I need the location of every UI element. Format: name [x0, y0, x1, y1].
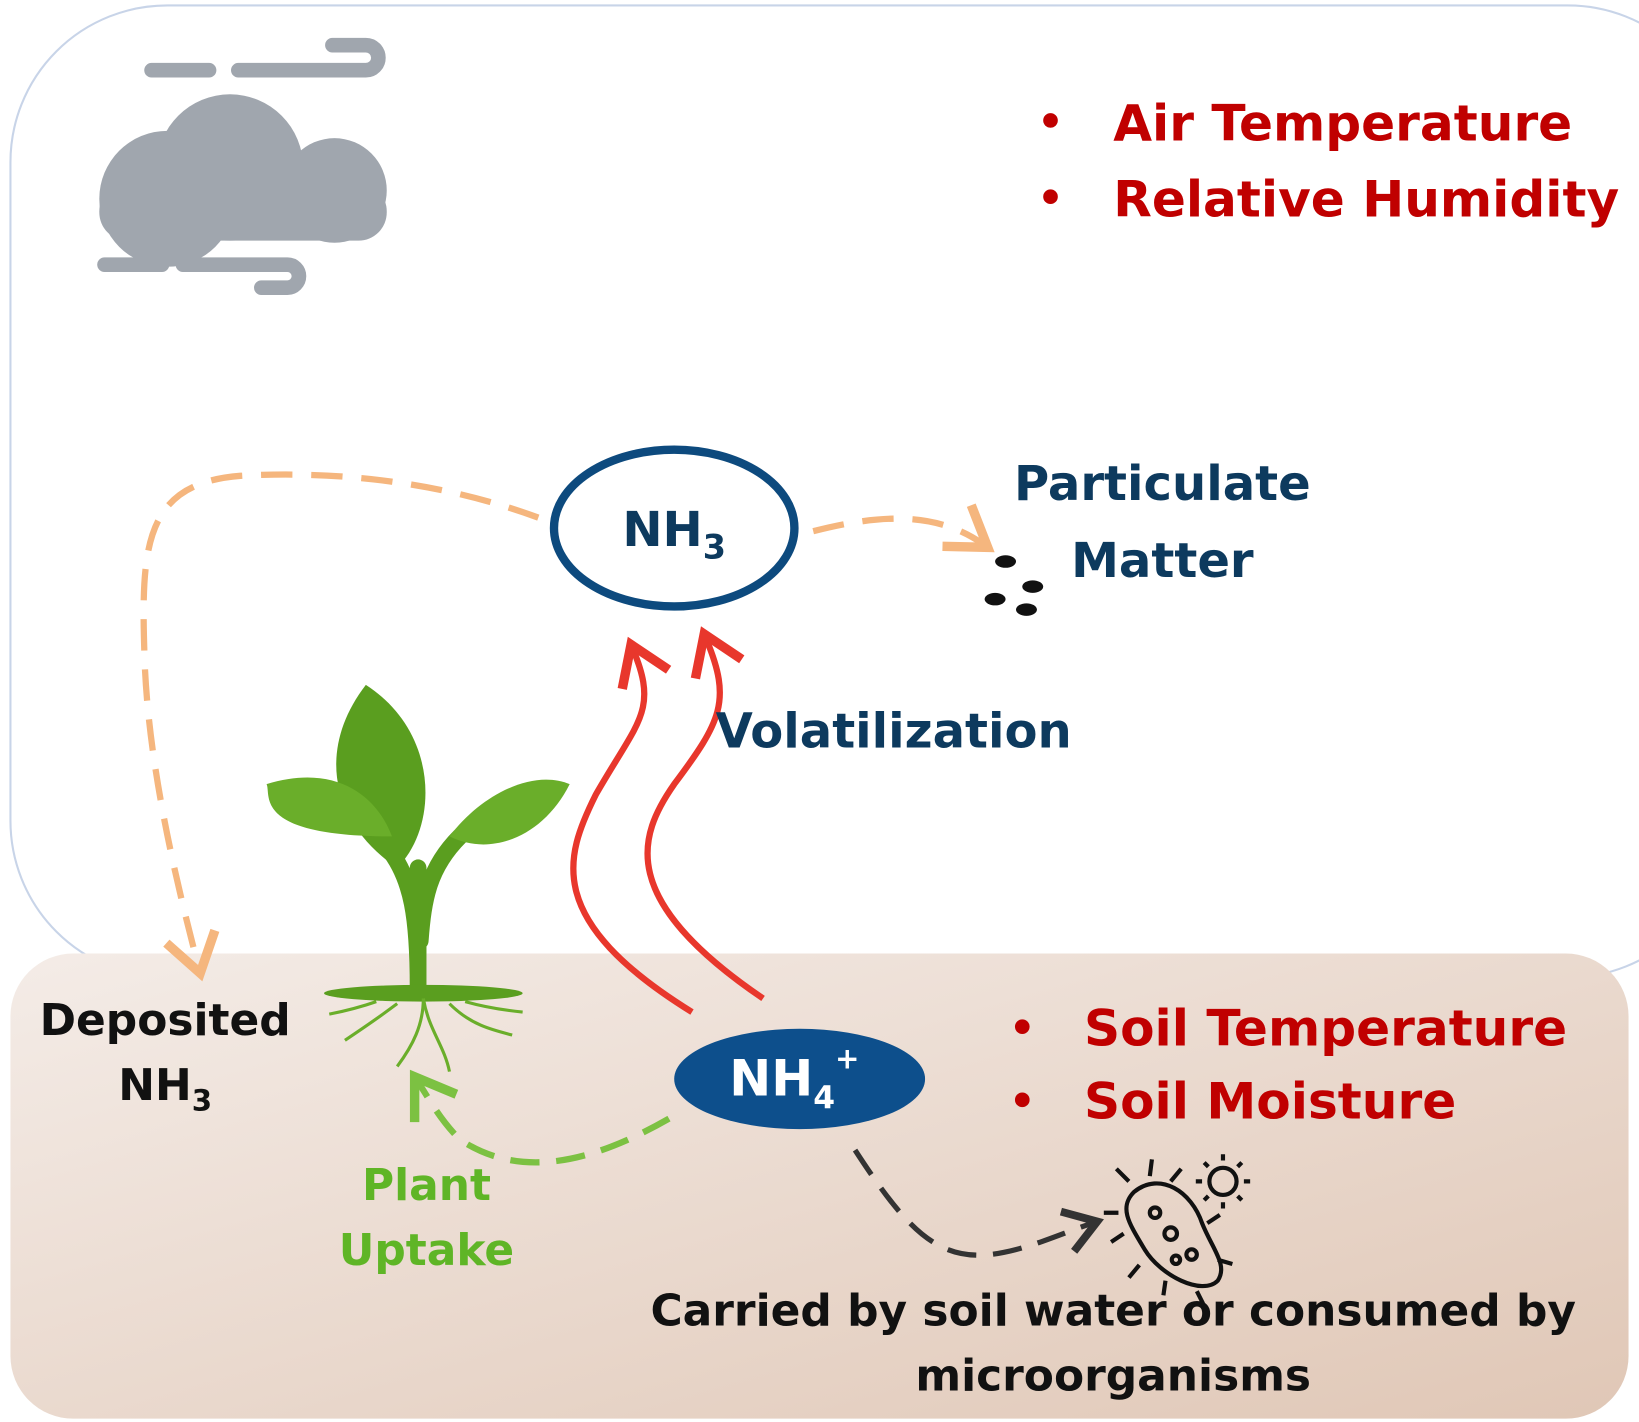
cloud-icon: [97, 37, 387, 295]
factor: Soil Temperature: [1084, 998, 1567, 1057]
deposition-arrow: [140, 471, 540, 982]
particulate-label: Particulate: [1014, 456, 1311, 512]
soil-factors: Soil Temperature Soil Moisture: [1014, 998, 1567, 1131]
factor: Relative Humidity: [1113, 170, 1619, 229]
volatilization-arrow: [570, 636, 694, 1015]
volatilization-label: Volatilization: [716, 704, 1072, 760]
carried-label: Carried by soil water or consumed by: [650, 1286, 1576, 1337]
volatilization-arrow: [644, 626, 765, 1002]
factor: Soil Moisture: [1084, 1072, 1456, 1131]
nh3-label: NH3: [622, 502, 726, 567]
bullet: [1043, 189, 1058, 205]
nh4-node: [674, 1028, 926, 1130]
nh3-node: [549, 445, 799, 611]
plant-icon: [266, 684, 570, 1072]
factor: Air Temperature: [1113, 93, 1572, 152]
carried-label: microorganisms: [915, 1350, 1311, 1401]
uptake-label: Plant: [362, 1160, 491, 1211]
soil-panel: [10, 953, 1629, 1419]
uptake-label: Uptake: [339, 1225, 514, 1276]
nh4-label: NH4+: [729, 1041, 859, 1116]
bullet: [1043, 113, 1058, 128]
uptake-arrow: [409, 1069, 671, 1166]
deposited-label: Deposited: [40, 995, 291, 1046]
bullet: [1014, 1019, 1030, 1034]
air-factors: Air Temperature Relative Humidity: [1043, 93, 1619, 229]
particles: [984, 555, 1044, 616]
deposited-label: NH3: [118, 1060, 212, 1117]
particulate-arrow: [812, 503, 995, 553]
soil-arrow: [852, 1148, 1104, 1258]
particulate-label: Matter: [1071, 533, 1254, 589]
microbe-icon: [1103, 1154, 1251, 1305]
bullet: [1014, 1092, 1030, 1108]
